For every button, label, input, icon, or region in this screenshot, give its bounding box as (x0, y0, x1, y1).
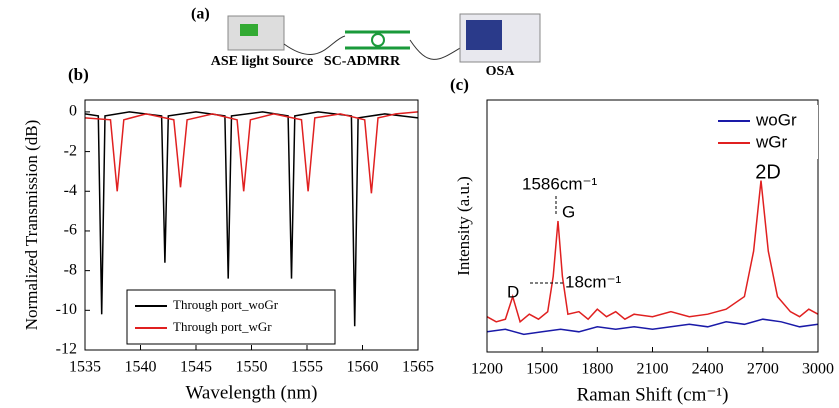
legend-label: Through port_woGr (173, 297, 279, 312)
x-tick-label: 2100 (637, 361, 669, 378)
x-tick-label: 2400 (692, 361, 724, 378)
node-label: ASE light Source (211, 54, 313, 69)
x-tick-label: 1560 (347, 359, 379, 376)
x-tick-label: 1555 (291, 359, 323, 376)
annotation: D (507, 282, 519, 301)
series-line (84, 111, 419, 327)
annotation: G (562, 202, 575, 221)
annotation: 18cm⁻¹ (565, 272, 622, 291)
x-axis-label: Wavelength (nm) (186, 382, 318, 403)
y-tick-label: -4 (64, 182, 77, 199)
series-line (486, 180, 819, 324)
legend-label: Through port_wGr (173, 319, 272, 334)
fiber (283, 35, 346, 55)
x-tick-label: 1800 (581, 361, 613, 378)
fiber (409, 39, 466, 60)
legend-box (126, 289, 336, 345)
y-axis-label: Normalized Transmission (dB) (22, 120, 41, 331)
x-tick-label: 1550 (236, 359, 268, 376)
x-tick-label: 1500 (526, 361, 558, 378)
legend-box (710, 105, 818, 159)
series-line (486, 318, 819, 336)
node-label: OSA (486, 64, 516, 79)
y-axis-label: Intensity (a.u.) (454, 176, 473, 276)
x-axis-label: Raman Shift (cm⁻¹) (577, 384, 729, 405)
legend-label: woGr (755, 110, 797, 129)
setup-diagram: (a) ASE light Source SC-ADMRR OSA (191, 6, 541, 79)
node-label: SC-ADMRR (324, 54, 401, 69)
annotation: 1586cm⁻¹ (522, 174, 597, 193)
x-tick-label: 1545 (180, 359, 212, 376)
x-tick-label: 1540 (125, 359, 157, 376)
y-tick-label: -6 (64, 222, 77, 239)
panel-label: (b) (68, 65, 89, 84)
x-tick-label: 3000 (802, 361, 834, 378)
annotation: 2D (755, 161, 781, 183)
panel-label: (c) (450, 75, 469, 94)
x-tick-label: 1535 (69, 359, 101, 376)
y-tick-label: -8 (64, 261, 77, 278)
x-tick-label: 2700 (747, 361, 779, 378)
y-tick-label: -12 (56, 341, 77, 358)
y-tick-label: 0 (69, 103, 77, 120)
osa-screen (466, 20, 502, 50)
ring (371, 33, 385, 47)
y-tick-label: -2 (64, 142, 77, 159)
y-tick-label: -10 (56, 301, 77, 318)
x-tick-label: 1565 (402, 359, 434, 376)
ase-screen (240, 24, 258, 36)
legend-label: wGr (755, 132, 788, 151)
series-line (84, 111, 419, 194)
panel-label: (a) (191, 6, 210, 23)
x-tick-label: 1200 (471, 361, 503, 378)
